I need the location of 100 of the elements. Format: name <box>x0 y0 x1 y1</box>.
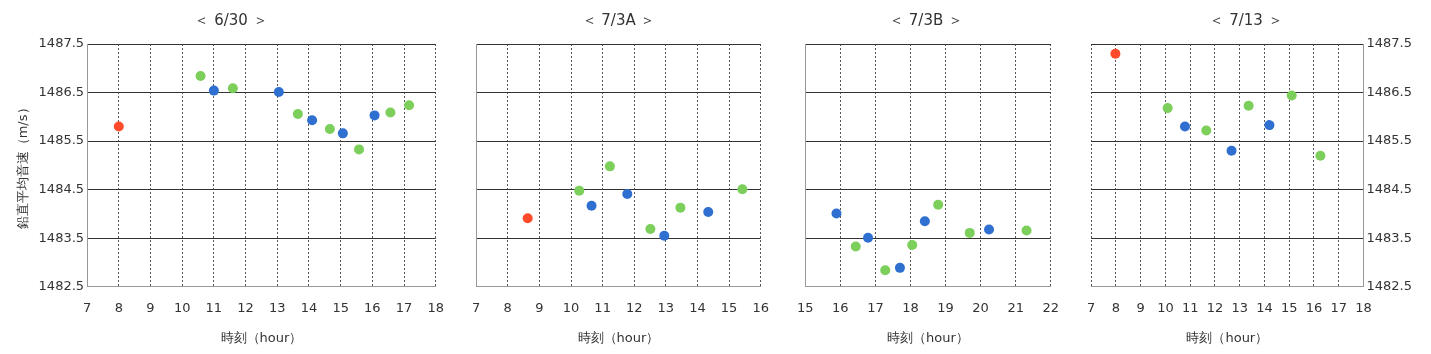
x-tick-label: 7 <box>1086 299 1096 315</box>
point <box>1286 90 1297 101</box>
point <box>369 110 380 121</box>
point <box>273 87 284 98</box>
point <box>1226 145 1237 156</box>
x-tick-label: 8 <box>114 299 123 315</box>
x-tick-label: 11 <box>205 299 223 315</box>
x-tick-label: 13 <box>657 299 675 315</box>
point <box>919 216 930 227</box>
point <box>737 184 748 195</box>
x-tick-label: 12 <box>237 299 254 315</box>
point <box>404 100 415 111</box>
x-tick-label: 15 <box>797 299 814 315</box>
point <box>831 208 842 219</box>
y-tick-label: 1487.5 <box>38 35 85 51</box>
point <box>574 185 585 196</box>
point <box>1162 103 1173 114</box>
point <box>622 189 633 200</box>
x-tick-label: 7 <box>471 299 481 315</box>
chart-title: ＜ 7/13 ＞ <box>1209 10 1283 29</box>
chart-title: ＜ 6/30 ＞ <box>194 10 268 29</box>
point <box>863 232 874 243</box>
point <box>850 241 861 252</box>
x-axis-title: 時刻（hour） <box>577 329 660 345</box>
point <box>964 227 975 238</box>
x-tick-label: 12 <box>625 299 643 315</box>
x-tick-label: 17 <box>1330 299 1348 315</box>
x-tick-label: 12 <box>1206 299 1224 315</box>
x-axis-title: 時刻（hour） <box>220 329 303 345</box>
point <box>645 224 656 235</box>
x-tick-label: 11 <box>594 299 611 315</box>
y-tick-label: 1484.5 <box>38 181 85 197</box>
point <box>1315 150 1326 161</box>
x-tick-label: 8 <box>503 299 512 315</box>
x-tick-label: 16 <box>1305 299 1323 315</box>
point <box>1243 100 1254 111</box>
x-tick-label: 18 <box>427 299 444 315</box>
point <box>113 121 124 132</box>
point <box>292 108 303 119</box>
x-tick-label: 15 <box>720 299 738 315</box>
point <box>933 199 944 210</box>
x-axis-title: 時刻（hour） <box>887 329 969 345</box>
y2-tick-label: 1486.5 <box>1366 83 1413 99</box>
x-tick-label: 13 <box>268 299 286 315</box>
point <box>1021 225 1032 236</box>
x-tick-label: 9 <box>146 299 155 315</box>
y2-tick-label: 1487.5 <box>1366 35 1413 51</box>
point <box>984 224 995 235</box>
y2-tick-label: 1483.5 <box>1366 229 1413 245</box>
point <box>1264 120 1275 131</box>
point <box>522 213 533 224</box>
x-tick-label: 11 <box>1181 299 1199 315</box>
y-tick-label: 1482.5 <box>38 278 85 294</box>
point <box>385 107 396 118</box>
point <box>1201 125 1212 136</box>
x-tick-label: 13 <box>1231 299 1248 315</box>
x-tick-label: 20 <box>972 299 989 315</box>
point <box>1110 48 1121 59</box>
x-tick-label: 16 <box>832 299 849 315</box>
point <box>324 123 335 134</box>
y-tick-label: 1486.5 <box>38 83 85 99</box>
x-tick-label: 10 <box>562 299 580 315</box>
point <box>675 202 686 213</box>
x-tick-label: 10 <box>173 299 191 315</box>
x-tick-label: 16 <box>752 299 769 315</box>
y2-tick-label: 1484.5 <box>1366 181 1413 197</box>
x-tick-label: 18 <box>902 299 919 315</box>
y2-tick-label: 1485.5 <box>1366 132 1413 148</box>
x-tick-label: 16 <box>364 299 381 315</box>
point <box>208 85 219 96</box>
point <box>586 200 597 211</box>
x-tick-label: 17 <box>867 299 884 315</box>
x-tick-label: 10 <box>1157 299 1174 315</box>
x-tick-label: 15 <box>332 299 349 315</box>
x-tick-label: 18 <box>1355 299 1372 315</box>
point <box>1179 121 1190 132</box>
y-tick-label: 1485.5 <box>38 132 85 148</box>
x-tick-label: 15 <box>1280 299 1298 315</box>
point <box>907 240 918 251</box>
x-tick-label: 22 <box>1042 299 1059 315</box>
chart-title: ＜ 7/3B ＞ <box>889 10 963 29</box>
point <box>604 161 615 172</box>
point <box>659 230 670 241</box>
chart-title: ＜ 7/3A ＞ <box>581 10 656 29</box>
x-tick-label: 9 <box>1136 299 1145 315</box>
y2-tick-label: 1482.5 <box>1366 278 1413 294</box>
x-tick-label: 7 <box>82 299 92 315</box>
point <box>354 144 365 155</box>
point <box>894 262 905 273</box>
point <box>227 83 238 94</box>
x-tick-label: 14 <box>689 299 706 315</box>
point <box>307 115 318 126</box>
x-tick-label: 14 <box>300 299 318 315</box>
x-tick-label: 19 <box>937 299 954 315</box>
point <box>195 71 206 82</box>
x-tick-label: 21 <box>1007 299 1024 315</box>
x-tick-label: 14 <box>1256 299 1273 315</box>
y-tick-label: 1483.5 <box>38 229 85 245</box>
y-axis-title: 鉛直平均音速（m/s） <box>15 101 31 230</box>
x-tick-label: 8 <box>1111 299 1121 315</box>
